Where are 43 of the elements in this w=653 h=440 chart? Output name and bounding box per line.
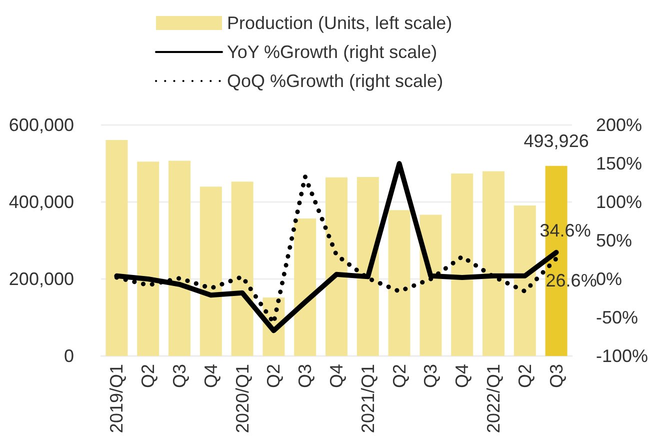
legend-label: QoQ %Growth (right scale) xyxy=(227,71,444,91)
bar xyxy=(294,218,316,356)
x-tick-label: Q3 xyxy=(420,364,441,388)
x-tick-label: Q4 xyxy=(200,364,221,388)
y-tick-label: 400,000 xyxy=(8,192,74,212)
y2-tick-label: 0% xyxy=(596,269,622,289)
x-tick-label: Q2 xyxy=(389,364,410,388)
bar xyxy=(420,214,442,356)
y2-tick-label: 200% xyxy=(596,115,642,135)
x-tick-label: 2021/Q1 xyxy=(358,364,378,434)
data-label: 493,926 xyxy=(524,130,589,151)
bar xyxy=(514,205,536,356)
x-tick-label: Q4 xyxy=(326,364,346,388)
bar xyxy=(388,210,410,356)
bar xyxy=(137,162,160,356)
legend-label: Production (Units, left scale) xyxy=(227,13,452,33)
y2-tick-label: 100% xyxy=(596,192,642,212)
y-tick-label: 600,000 xyxy=(8,115,74,135)
y2-tick-label: 50% xyxy=(596,230,632,250)
x-tick-label: Q2 xyxy=(514,364,535,388)
bar xyxy=(356,176,379,356)
x-tick-label: Q3 xyxy=(170,364,190,388)
y2-tick-label: 150% xyxy=(596,154,642,174)
x-tick-label: Q4 xyxy=(452,364,472,388)
y2-tick-label: -100% xyxy=(596,346,648,366)
x-tick-label: Q2 xyxy=(138,364,158,388)
x-tick-label: 2020/Q1 xyxy=(232,364,252,434)
bar xyxy=(482,171,504,356)
x-tick-label: Q3 xyxy=(295,364,316,388)
y-tick-label: 200,000 xyxy=(8,269,74,289)
bar xyxy=(168,160,190,356)
bar xyxy=(451,174,474,356)
legend-label: YoY %Growth (right scale) xyxy=(227,42,438,62)
bar xyxy=(231,182,254,356)
x-tick-label: 2019/Q1 xyxy=(106,364,127,434)
x-tick-label: Q2 xyxy=(264,364,284,388)
bar xyxy=(326,177,348,356)
y-tick-label: 0 xyxy=(64,346,74,366)
y2-tick-label: -50% xyxy=(596,308,638,328)
bar xyxy=(106,140,128,356)
x-tick-label: Q3 xyxy=(546,364,566,388)
x-tick-label: 2022/Q1 xyxy=(484,364,504,434)
bar xyxy=(200,186,222,356)
